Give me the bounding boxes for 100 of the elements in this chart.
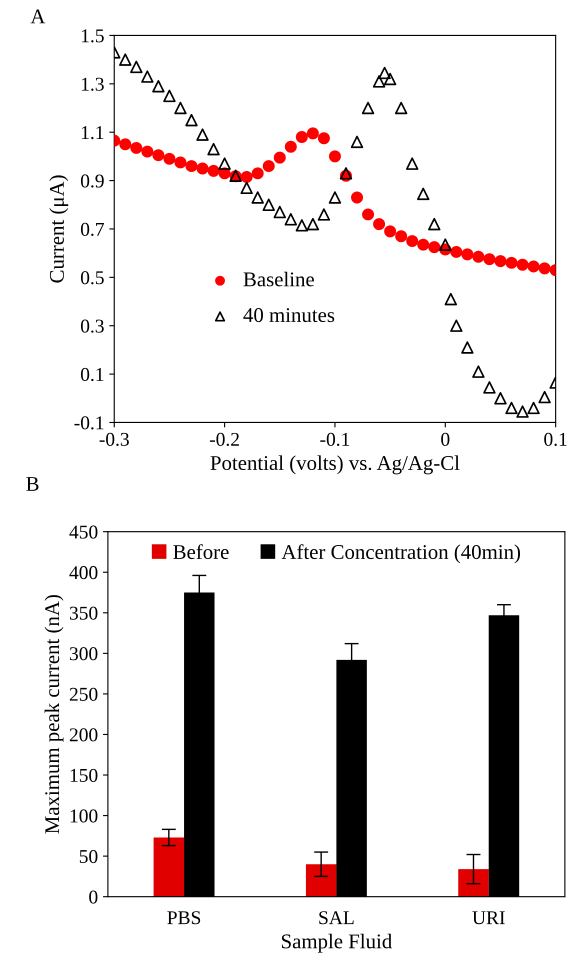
y-tick-label: 1.3 — [82, 78, 104, 91]
point — [208, 164, 220, 177]
y-tick-label: 150 — [70, 768, 98, 782]
point — [174, 156, 186, 168]
legend-label: Baseline — [244, 272, 314, 286]
y-tick-label: 100 — [70, 809, 98, 823]
legend-label: After Concentration (40min) — [282, 544, 520, 564]
point — [306, 218, 320, 230]
point — [506, 256, 518, 269]
y-tick-label: 400 — [69, 566, 98, 580]
x-tick-label: -0.1 — [320, 432, 350, 446]
x-tick-label: SAL — [319, 911, 354, 924]
bar — [458, 869, 489, 897]
point — [527, 402, 540, 414]
y-tick-label: 250 — [70, 688, 98, 701]
legend-label: 40 minutes — [243, 308, 334, 322]
point — [516, 258, 529, 271]
point — [417, 238, 430, 251]
point — [417, 188, 430, 200]
point — [274, 206, 286, 218]
point — [538, 262, 551, 274]
x-axis-title: Potential (volts) vs. Ag/Ag-Cl — [210, 455, 460, 474]
point — [373, 218, 386, 230]
y-tick-label: 200 — [70, 728, 98, 742]
point — [196, 128, 209, 141]
point — [483, 253, 496, 266]
point — [185, 114, 198, 126]
y-tick-label: 50 — [80, 850, 98, 864]
point — [130, 60, 143, 74]
point — [384, 225, 396, 238]
x-tick-label: 0 — [441, 432, 450, 446]
point — [318, 132, 330, 144]
text: B — [26, 477, 39, 491]
point — [174, 102, 187, 114]
point — [274, 152, 286, 164]
x-tick-label: URI — [472, 911, 505, 924]
point — [505, 402, 518, 414]
point — [372, 75, 386, 88]
point — [340, 167, 352, 180]
point — [328, 191, 342, 204]
point — [378, 66, 391, 80]
y-tick-label: 0.7 — [80, 222, 104, 236]
point — [152, 80, 165, 92]
x-axis-title: Sample Fluid — [282, 934, 392, 953]
y-axis-title: Current (μA) — [49, 175, 68, 283]
x-tick-label: -0.2 — [210, 432, 239, 446]
x-tick-label: -0.3 — [100, 432, 129, 446]
bar — [154, 837, 184, 897]
point — [472, 250, 484, 263]
point — [284, 213, 298, 226]
point — [296, 219, 308, 232]
point — [240, 182, 253, 194]
point — [284, 140, 297, 153]
point — [186, 160, 198, 172]
legend-label: Before — [173, 544, 229, 560]
point — [461, 341, 474, 354]
point — [450, 246, 462, 258]
point — [350, 136, 364, 148]
point — [141, 146, 154, 158]
point — [130, 142, 142, 154]
y-tick-label: 450 — [69, 526, 98, 539]
x-tick-label: PBS — [167, 911, 200, 924]
point — [251, 191, 264, 204]
point — [152, 149, 164, 162]
y-tick-label: 1.1 — [82, 126, 104, 140]
point — [328, 150, 341, 162]
point — [262, 160, 275, 172]
point — [406, 157, 418, 170]
point — [395, 230, 408, 242]
point — [218, 157, 231, 170]
point — [538, 390, 551, 404]
point — [119, 53, 132, 66]
point — [362, 208, 374, 220]
point — [207, 142, 220, 156]
point — [450, 320, 463, 332]
y-tick-label: 0.5 — [80, 271, 104, 284]
point — [296, 131, 308, 144]
point — [428, 218, 440, 230]
y-tick-label: 350 — [70, 606, 98, 620]
point — [252, 167, 264, 180]
point — [240, 170, 253, 183]
point — [119, 138, 132, 150]
point — [196, 162, 209, 174]
point — [528, 260, 540, 272]
y-tick-label: 1.5 — [82, 29, 104, 42]
point — [318, 208, 330, 221]
y-tick-label: 300 — [70, 647, 98, 660]
text: A — [30, 10, 46, 24]
point — [262, 198, 275, 211]
bar — [306, 864, 336, 897]
point — [163, 90, 176, 102]
point — [494, 255, 506, 268]
y-axis-title: Maximum peak current (nA) — [44, 595, 64, 834]
x-tick-label: 0.1 — [544, 432, 567, 446]
point — [472, 365, 485, 378]
point — [163, 152, 176, 165]
point — [439, 238, 452, 251]
point — [406, 235, 418, 248]
y-tick-label: 0.9 — [80, 174, 104, 188]
y-tick-label: -0.1 — [74, 416, 104, 430]
